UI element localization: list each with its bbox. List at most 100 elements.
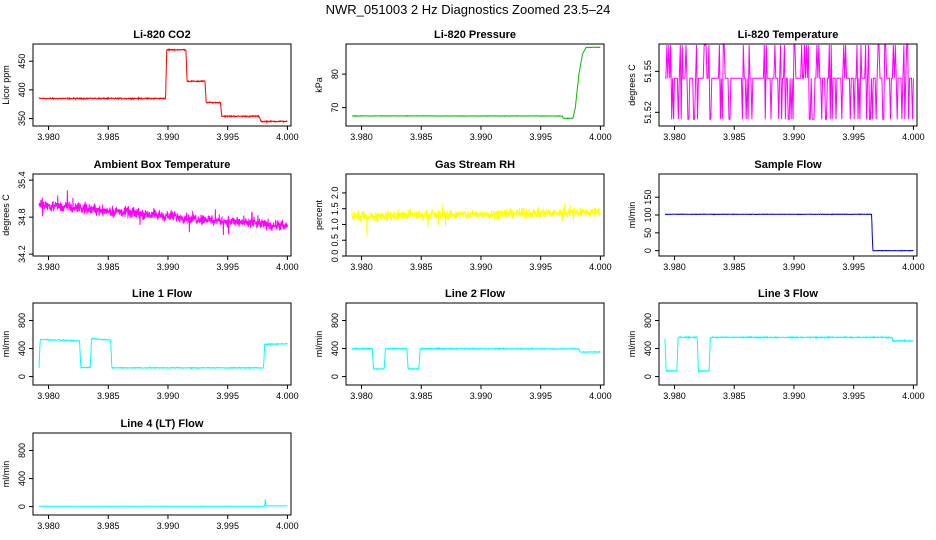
plot-frame [32, 43, 292, 127]
x-tick-label: 4.000 [276, 521, 299, 531]
y-tick-label: 800 [330, 313, 340, 328]
y-axis-label: degrees C [627, 64, 637, 106]
y-tick-label: 100 [643, 207, 653, 222]
chart-panel-5: Gas Stream RH percent 0.0 0.5 1.0 1.5 2.0 3.980… [314, 159, 612, 272]
chart-title: Sample Flow [754, 159, 822, 171]
y-tick-label: 0 [330, 374, 340, 379]
x-tick-label: 3.995 [216, 391, 239, 401]
x-tick-label: 3.985 [97, 132, 120, 142]
x-tick-label: 3.995 [216, 132, 239, 142]
plot-frame [658, 43, 918, 127]
chart-panel-4: Ambient Box Temperature degrees C 34.2 34.8… [1, 159, 299, 272]
x-tick-label: 4.000 [276, 132, 299, 142]
chart-title: Li-820 CO2 [133, 29, 190, 41]
plot-frame [658, 302, 918, 386]
chart-panel-2: Li-820 Pressure kPa 70 80 3.980 3.985 3.990 3.9… [314, 29, 612, 142]
plot-frame [32, 432, 292, 516]
y-tick-label: 0.0 [330, 250, 340, 263]
y-axis-label: ml/min [1, 461, 11, 488]
x-tick-label: 3.990 [470, 391, 493, 401]
x-tick-label: 3.985 [97, 521, 120, 531]
x-tick-label: 3.980 [37, 262, 60, 272]
x-tick-label: 3.980 [37, 391, 60, 401]
x-tick-label: 3.990 [470, 262, 493, 272]
x-tick-label: 3.990 [783, 132, 806, 142]
x-tick-label: 3.995 [842, 391, 865, 401]
y-tick-label: 51.52 [643, 101, 653, 124]
x-tick-label: 4.000 [276, 391, 299, 401]
x-tick-label: 3.995 [216, 521, 239, 531]
plot-frame [658, 173, 918, 257]
x-tick-label: 3.985 [723, 262, 746, 272]
chart-title: Li-820 Temperature [738, 29, 839, 41]
y-tick-label: 800 [17, 313, 27, 328]
series-line [38, 48, 288, 124]
y-tick-label: 400 [17, 341, 27, 356]
plot-frame [345, 173, 605, 257]
x-tick-label: 3.990 [470, 132, 493, 142]
series-line [39, 499, 288, 508]
y-axis-label: ml/min [314, 331, 324, 358]
x-tick-label: 3.980 [350, 262, 373, 272]
y-tick-label: 0 [643, 248, 653, 253]
y-tick-label: 51.55 [643, 60, 653, 83]
chart-panel-6: Sample Flow ml/min 0 50 100 150 3.980 3.985 3.99… [627, 159, 925, 272]
x-tick-label: 3.990 [783, 391, 806, 401]
x-tick-label: 3.995 [842, 132, 865, 142]
x-tick-label: 3.980 [663, 391, 686, 401]
series-line [664, 335, 914, 374]
x-tick-label: 4.000 [902, 262, 925, 272]
x-tick-label: 4.000 [589, 132, 612, 142]
y-tick-label: 800 [643, 313, 653, 328]
chart-title: Line 1 Flow [132, 288, 192, 300]
x-tick-label: 3.995 [842, 262, 865, 272]
y-tick-label: 34.2 [17, 245, 27, 263]
y-tick-label: 1.5 [330, 202, 340, 215]
page-title: NWR_051003 2 Hz Diagnostics Zoomed 23.5–… [325, 2, 611, 17]
series-line [664, 213, 914, 252]
y-tick-label: 350 [17, 111, 27, 126]
x-tick-label: 3.980 [37, 521, 60, 531]
y-tick-label: 35.4 [17, 171, 27, 189]
x-tick-label: 3.990 [157, 262, 180, 272]
y-axis-label: ml/min [627, 202, 637, 229]
x-tick-label: 3.985 [97, 262, 120, 272]
series-line [38, 337, 288, 370]
y-tick-label: 800 [17, 443, 27, 458]
y-axis-label: degrees C [1, 194, 11, 236]
y-tick-label: 400 [17, 471, 27, 486]
y-tick-label: 70 [330, 103, 340, 113]
chart-panel-10: Line 4 (LT) Flow ml/min 0 400 800 3.980 3.985 3… [1, 418, 299, 531]
x-tick-label: 3.995 [529, 262, 552, 272]
y-axis-label: ml/min [1, 331, 11, 358]
x-tick-label: 3.990 [157, 132, 180, 142]
y-axis-label: Licor ppm [1, 65, 11, 105]
chart-title: Li-820 Pressure [434, 29, 516, 41]
y-tick-label: 2.0 [330, 187, 340, 200]
y-axis-label: ml/min [627, 331, 637, 358]
chart-panel-1: Li-820 CO2 Licor ppm 350 400 450 3.980 3.985 3.… [1, 29, 299, 142]
plot-frame [32, 302, 292, 386]
chart-title: Line 2 Flow [445, 288, 505, 300]
chart-panel-8: Line 2 Flow ml/min 0 400 800 3.980 3.985 3.990 3… [314, 288, 612, 401]
x-tick-label: 3.985 [97, 391, 120, 401]
x-tick-label: 4.000 [902, 132, 925, 142]
x-tick-label: 3.980 [663, 132, 686, 142]
y-tick-label: 150 [643, 190, 653, 205]
y-tick-label: 0 [643, 374, 653, 379]
x-tick-label: 3.990 [157, 391, 180, 401]
x-tick-label: 3.995 [529, 391, 552, 401]
y-tick-label: 0.5 [330, 234, 340, 247]
x-tick-label: 3.995 [216, 262, 239, 272]
plot-frame [345, 43, 605, 127]
chart-panel-3: Li-820 Temperature degrees C 51.52 51.55 3.9… [627, 29, 925, 142]
y-axis-label: percent [314, 199, 324, 230]
chart-title: Line 3 Flow [758, 288, 818, 300]
chart-panel-7: Line 1 Flow ml/min 0 400 800 3.980 3.985 3.990 3… [1, 288, 299, 401]
x-tick-label: 4.000 [589, 262, 612, 272]
plot-frame [32, 173, 292, 257]
chart-title: Ambient Box Temperature [94, 159, 231, 171]
y-tick-label: 0 [17, 504, 27, 509]
x-tick-label: 3.990 [783, 262, 806, 272]
